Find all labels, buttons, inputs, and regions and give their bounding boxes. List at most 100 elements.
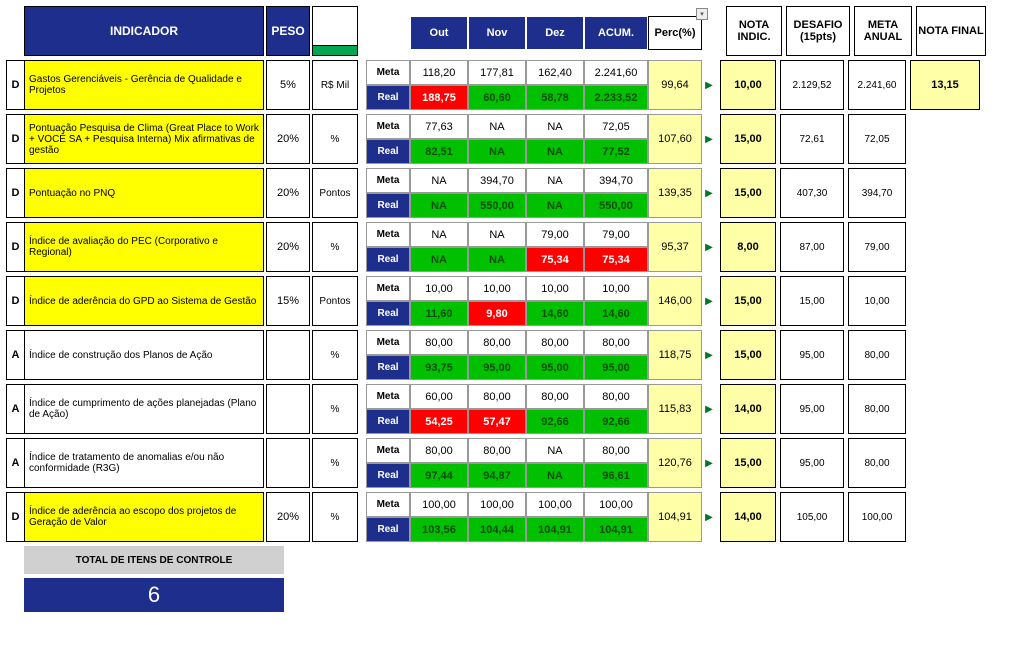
row-real-3: 2.233,52 [584, 85, 648, 110]
row-real-0: NA [410, 247, 468, 272]
row-trend-icon: ▶ [702, 222, 716, 272]
row-real-1: NA [468, 247, 526, 272]
row-real-2: 58,78 [526, 85, 584, 110]
row-indicador: Índice de construção dos Planos de Ação [24, 330, 264, 380]
row-indicador: Índice de cumprimento de ações planejada… [24, 384, 264, 434]
row-meta-anual: 80,00 [848, 330, 906, 380]
row-meta-anual: 394,70 [848, 168, 906, 218]
row-unit: % [312, 114, 358, 164]
row-letter: A [6, 384, 24, 434]
row-meta-1: 80,00 [468, 384, 526, 409]
row-desafio: 95,00 [780, 330, 844, 380]
row-indicador: Pontuação no PNQ [24, 168, 264, 218]
row-meta-1: 80,00 [468, 330, 526, 355]
header-month-1: Nov [468, 16, 526, 50]
row-nota: 15,00 [720, 168, 776, 218]
row-desafio: 15,00 [780, 276, 844, 326]
row-indicador: Gastos Gerenciáveis - Gerência de Qualid… [24, 60, 264, 110]
row-meta-3: 80,00 [584, 384, 648, 409]
row-indicador: Pontuação Pesquisa de Clima (Great Place… [24, 114, 264, 164]
row-peso: 20% [266, 222, 310, 272]
header-month-0: Out [410, 16, 468, 50]
row-meta-anual: 100,00 [848, 492, 906, 542]
row-meta-0: 10,00 [410, 276, 468, 301]
row-meta-0: 100,00 [410, 492, 468, 517]
row-meta-3: 80,00 [584, 438, 648, 463]
dropdown-icon[interactable]: ▾ [696, 8, 708, 20]
row-real-1: 550,00 [468, 193, 526, 218]
row-real-0: 103,56 [410, 517, 468, 542]
row-meta-1: 394,70 [468, 168, 526, 193]
header-meta-anual: META ANUAL [854, 6, 912, 56]
row-meta-3: 100,00 [584, 492, 648, 517]
row-meta-label: Meta [366, 60, 410, 85]
header-nota: NOTA INDIC. [726, 6, 782, 56]
header-month-3: ACUM. [584, 16, 648, 50]
row-meta-label: Meta [366, 114, 410, 139]
row-perc: 95,37 [648, 222, 702, 272]
row-meta-1: 10,00 [468, 276, 526, 301]
row-real-label: Real [366, 247, 410, 272]
row-meta-2: 80,00 [526, 330, 584, 355]
row-meta-3: 72,05 [584, 114, 648, 139]
row-meta-0: NA [410, 222, 468, 247]
row-meta-1: 100,00 [468, 492, 526, 517]
header-perc: Perc(%) [648, 16, 702, 50]
row-meta-anual: 2.241,60 [848, 60, 906, 110]
row-meta-0: 77,63 [410, 114, 468, 139]
row-unit: % [312, 330, 358, 380]
row-meta-3: 2.241,60 [584, 60, 648, 85]
row-indicador: Índice de aderência do GPD ao Sistema de… [24, 276, 264, 326]
row-real-2: NA [526, 463, 584, 488]
row-peso: 15% [266, 276, 310, 326]
row-trend-icon: ▶ [702, 276, 716, 326]
header-nota-final: NOTA FINAL [916, 6, 986, 56]
row-meta-2: 80,00 [526, 384, 584, 409]
footer-count: 6 [24, 578, 284, 612]
row-nota: 14,00 [720, 384, 776, 434]
row-nota: 10,00 [720, 60, 776, 110]
row-perc: 118,75 [648, 330, 702, 380]
row-perc: 120,76 [648, 438, 702, 488]
row-unit: % [312, 384, 358, 434]
row-letter: D [6, 168, 24, 218]
row-peso: 5% [266, 60, 310, 110]
row-real-0: 97,44 [410, 463, 468, 488]
row-letter: A [6, 438, 24, 488]
row-meta-anual: 72,05 [848, 114, 906, 164]
row-trend-icon: ▶ [702, 438, 716, 488]
row-nota: 15,00 [720, 276, 776, 326]
header-unit-blank [312, 6, 358, 56]
row-real-1: 95,00 [468, 355, 526, 380]
row-real-3: 75,34 [584, 247, 648, 272]
footer-label: TOTAL DE ITENS DE CONTROLE [24, 546, 284, 574]
row-real-2: 104,91 [526, 517, 584, 542]
row-peso: 20% [266, 492, 310, 542]
row-indicador: Índice de tratamento de anomalias e/ou n… [24, 438, 264, 488]
row-meta-1: NA [468, 222, 526, 247]
row-meta-0: 118,20 [410, 60, 468, 85]
row-meta-2: 100,00 [526, 492, 584, 517]
row-real-3: 96,61 [584, 463, 648, 488]
row-meta-anual: 79,00 [848, 222, 906, 272]
row-nota-final: 13,15 [910, 60, 980, 110]
row-real-2: NA [526, 139, 584, 164]
row-perc: 104,91 [648, 492, 702, 542]
row-meta-0: 60,00 [410, 384, 468, 409]
row-real-2: 95,00 [526, 355, 584, 380]
row-unit: Pontos [312, 168, 358, 218]
row-real-3: 77,52 [584, 139, 648, 164]
row-meta-2: 10,00 [526, 276, 584, 301]
row-meta-2: 79,00 [526, 222, 584, 247]
header-indicador: INDICADOR [24, 6, 264, 56]
row-trend-icon: ▶ [702, 168, 716, 218]
header-peso: PESO [266, 6, 310, 56]
row-real-label: Real [366, 409, 410, 434]
row-desafio: 72,61 [780, 114, 844, 164]
row-real-3: 95,00 [584, 355, 648, 380]
row-meta-0: 80,00 [410, 330, 468, 355]
row-real-3: 14,60 [584, 301, 648, 326]
row-letter: A [6, 330, 24, 380]
row-meta-label: Meta [366, 222, 410, 247]
row-meta-0: NA [410, 168, 468, 193]
